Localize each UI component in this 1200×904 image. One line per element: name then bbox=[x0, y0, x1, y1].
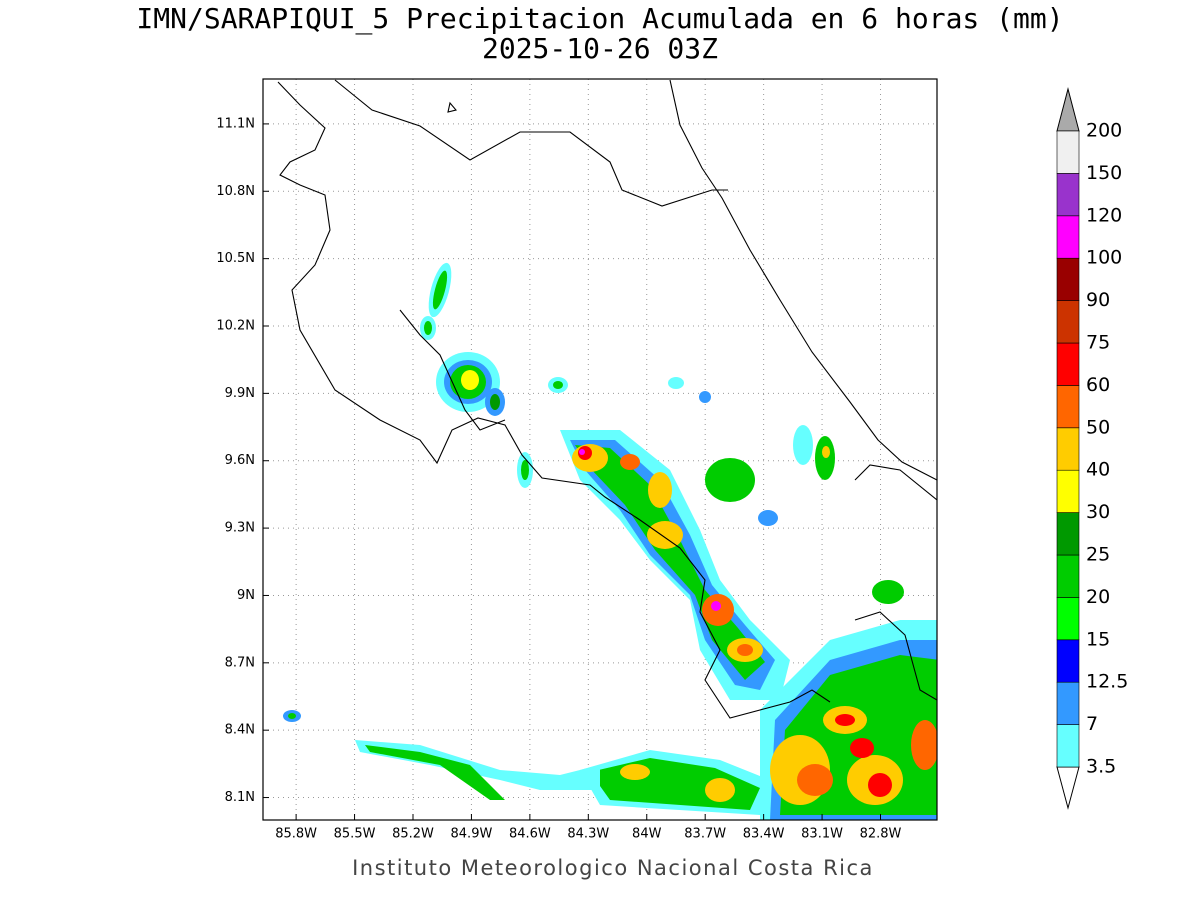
colorbar-label: 30 bbox=[1086, 501, 1110, 523]
precipitation bbox=[283, 262, 937, 820]
colorbar-band bbox=[1056, 427, 1080, 471]
colorbar-under bbox=[1056, 766, 1080, 810]
colorbar-band bbox=[1056, 215, 1080, 259]
x-tick-label: 82.8W bbox=[860, 827, 902, 842]
y-tick-label: 9.3N bbox=[225, 521, 255, 536]
colorbar-band bbox=[1056, 469, 1080, 513]
x-tick-label: 84.9W bbox=[451, 827, 493, 842]
colorbar-label: 12.5 bbox=[1086, 671, 1128, 693]
colorbar-label: 40 bbox=[1086, 459, 1110, 481]
y-tick-label: 9.9N bbox=[225, 386, 255, 401]
map-frame bbox=[262, 78, 938, 821]
colorbar-band bbox=[1056, 257, 1080, 301]
colorbar-label: 20 bbox=[1086, 586, 1110, 608]
rain-blob bbox=[420, 262, 711, 488]
colorbar: 3.5 7 12.5 15 20 25 30 40 50 60 75 90 100 120 150 200 bbox=[1056, 87, 1128, 810]
title: IMN/SARAPIQUI_5 Precipitacion Acumulada … bbox=[136, 2, 1063, 36]
y-tick-label: 8.4N bbox=[225, 723, 255, 738]
rain-south bbox=[283, 620, 937, 820]
colorbar-label: 15 bbox=[1086, 628, 1110, 650]
y-tick-label: 10.5N bbox=[216, 251, 255, 266]
y-tick-label: 11.1N bbox=[216, 116, 255, 131]
coastlines bbox=[277, 79, 937, 719]
rain-band bbox=[560, 425, 904, 700]
colorbar-label: 120 bbox=[1086, 204, 1122, 226]
y-tick-label: 10.2N bbox=[216, 319, 255, 334]
x-tick-label: 84W bbox=[632, 827, 662, 842]
colorbar-label: 7 bbox=[1086, 713, 1098, 735]
colorbar-band bbox=[1056, 130, 1080, 174]
x-tick-label: 83.4W bbox=[743, 827, 785, 842]
x-tick-label: 85.5W bbox=[334, 827, 376, 842]
colorbar-band bbox=[1056, 554, 1080, 598]
colorbar-label: 90 bbox=[1086, 289, 1110, 311]
colorbar-label: 75 bbox=[1086, 332, 1110, 354]
y-tick-label: 9.6N bbox=[225, 453, 255, 468]
axes: 85.8W 85.5W 85.2W 84.9W 84.6W 84.3W 84W 83.7W 83… bbox=[216, 116, 901, 841]
y-tick-label: 9N bbox=[237, 588, 255, 603]
colorbar-band bbox=[1056, 597, 1080, 641]
x-tick-label: 84.3W bbox=[567, 827, 609, 842]
x-tick-label: 83.1W bbox=[801, 827, 843, 842]
x-tick-label: 85.8W bbox=[275, 827, 317, 842]
colorbar-label: 60 bbox=[1086, 374, 1110, 396]
x-tick-label: 85.2W bbox=[392, 827, 434, 842]
y-tick-label: 8.1N bbox=[225, 790, 255, 805]
colorbar-band bbox=[1056, 342, 1080, 386]
colorbar-label: 200 bbox=[1086, 120, 1122, 142]
colorbar-band bbox=[1056, 724, 1080, 768]
x-tick-label: 84.6W bbox=[509, 827, 551, 842]
colorbar-band bbox=[1056, 173, 1080, 217]
colorbar-label: 50 bbox=[1086, 416, 1110, 438]
colorbar-band bbox=[1056, 681, 1080, 725]
colorbar-label: 25 bbox=[1086, 544, 1110, 566]
y-tick-label: 8.7N bbox=[225, 655, 255, 670]
colorbar-band bbox=[1056, 300, 1080, 344]
subtitle: 2025-10-26 03Z bbox=[482, 32, 718, 65]
colorbar-band bbox=[1056, 385, 1080, 429]
colorbar-over bbox=[1056, 87, 1080, 132]
colorbar-label: 150 bbox=[1086, 162, 1122, 184]
x-tick-label: 83.7W bbox=[684, 827, 726, 842]
colorbar-label: 100 bbox=[1086, 247, 1122, 269]
colorbar-label: 3.5 bbox=[1086, 756, 1116, 778]
colorbar-band bbox=[1056, 512, 1080, 556]
footer: Instituto Meteorologico Nacional Costa R… bbox=[352, 856, 874, 880]
y-tick-label: 10.8N bbox=[216, 184, 255, 199]
colorbar-band bbox=[1056, 639, 1080, 683]
